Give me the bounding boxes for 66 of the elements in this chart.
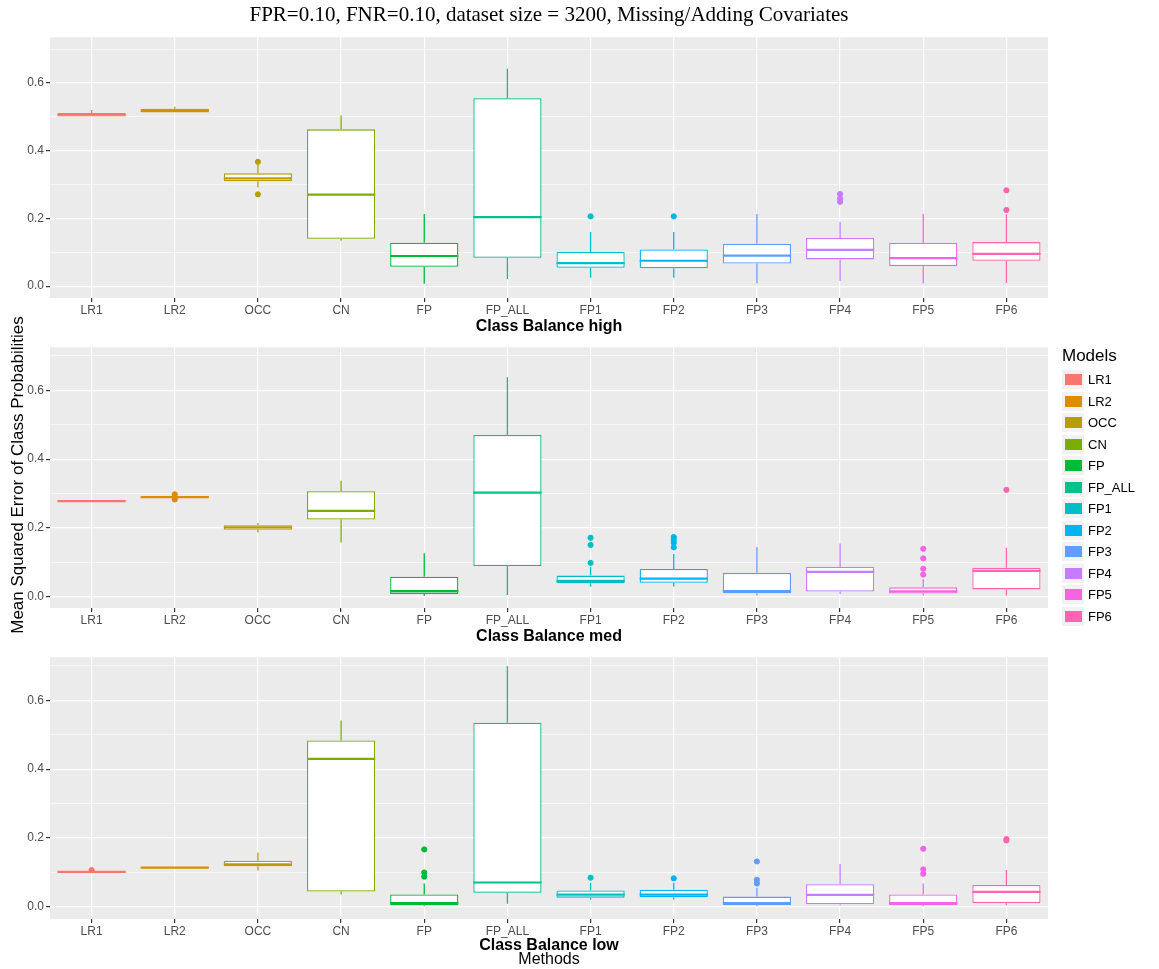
legend-label: FP3 <box>1088 544 1112 560</box>
y-tick-label: 0.2 <box>27 210 45 225</box>
x-tick-label: FP6 <box>995 923 1018 938</box>
x-tick-label: FP5 <box>912 612 935 627</box>
x-tick-label: FP5 <box>912 923 935 938</box>
x-tick-label: FP1 <box>579 302 602 317</box>
x-axis-title: Class Balance high <box>475 316 623 334</box>
y-tick-label: 0.0 <box>27 278 45 293</box>
x-tick-label: CN <box>332 302 350 317</box>
x-tick-label: CN <box>332 612 350 627</box>
x-tick-label: FP3 <box>745 302 769 317</box>
x-tick-label: FP2 <box>662 923 686 938</box>
x-tick-label: FP2 <box>662 612 686 627</box>
x-tick-label: OCC <box>244 612 272 627</box>
x-axis-title: Class Balance med <box>476 626 622 644</box>
y-tick-label: 0.0 <box>27 589 45 604</box>
legend-label: FP <box>1088 458 1105 474</box>
y-tick-label: 0.6 <box>27 75 45 90</box>
y-tick-label: 0.2 <box>27 830 45 845</box>
x-tick-label: FP6 <box>995 302 1018 317</box>
legend-label: FP2 <box>1088 522 1112 538</box>
y-tick-label: 0.6 <box>27 382 45 397</box>
y-tick-label: 0.2 <box>27 520 45 535</box>
chart-title: FPR=0.10, FNR=0.10, dataset size = 3200, Missing/Adding Covariates <box>248 2 850 27</box>
x-tick-label: LR1 <box>80 612 103 627</box>
text: Methods <box>518 950 580 968</box>
legend-label: OCC <box>1088 415 1117 431</box>
legend-label: LR1 <box>1088 372 1112 388</box>
legend-label: FP4 <box>1088 565 1112 581</box>
x-tick-label: FP6 <box>995 612 1018 627</box>
y-tick-label: 0.6 <box>27 692 45 707</box>
x-tick-label: FP4 <box>829 612 852 627</box>
x-tick-label: LR2 <box>163 612 187 627</box>
x-tick-label: FP <box>416 302 432 317</box>
x-axis-title: Class Balance low <box>479 935 620 953</box>
legend-label: FP_ALL <box>1088 479 1135 495</box>
x-tick-label: LR1 <box>80 923 103 938</box>
legend-label: CN <box>1088 436 1107 452</box>
x-tick-label: FP3 <box>745 612 769 627</box>
x-tick-label: FP1 <box>579 923 602 938</box>
y-axis-title: Mean Squared Error of Class Probabilities <box>8 316 28 634</box>
x-tick-label: LR2 <box>163 923 187 938</box>
x-tick-label: FP4 <box>829 923 852 938</box>
legend-title: Models <box>1062 346 1118 366</box>
x-tick-label: LR2 <box>163 302 187 317</box>
x-tick-label: FP4 <box>829 302 852 317</box>
legend-label: FP5 <box>1088 587 1112 603</box>
x-tick-label: FP_ALL <box>485 923 530 938</box>
x-tick-label: FP <box>416 923 432 938</box>
y-tick-label: 0.4 <box>27 451 45 466</box>
x-tick-label: FP5 <box>912 302 935 317</box>
x-tick-label: FP1 <box>579 612 602 627</box>
legend-label: FP1 <box>1088 501 1112 517</box>
y-tick-label: 0.4 <box>27 761 45 776</box>
y-tick-label: 0.4 <box>27 142 45 157</box>
x-tick-label: FP <box>416 612 432 627</box>
x-tick-label: LR1 <box>80 302 103 317</box>
x-tick-label: OCC <box>244 923 272 938</box>
legend-label: LR2 <box>1088 393 1112 409</box>
x-tick-label: FP3 <box>745 923 769 938</box>
x-tick-label: CN <box>332 923 350 938</box>
x-tick-label: OCC <box>244 302 272 317</box>
y-tick-label: 0.0 <box>27 899 45 914</box>
x-tick-label: FP_ALL <box>485 302 530 317</box>
x-tick-label: FP_ALL <box>485 612 530 627</box>
x-tick-label: FP2 <box>662 302 686 317</box>
